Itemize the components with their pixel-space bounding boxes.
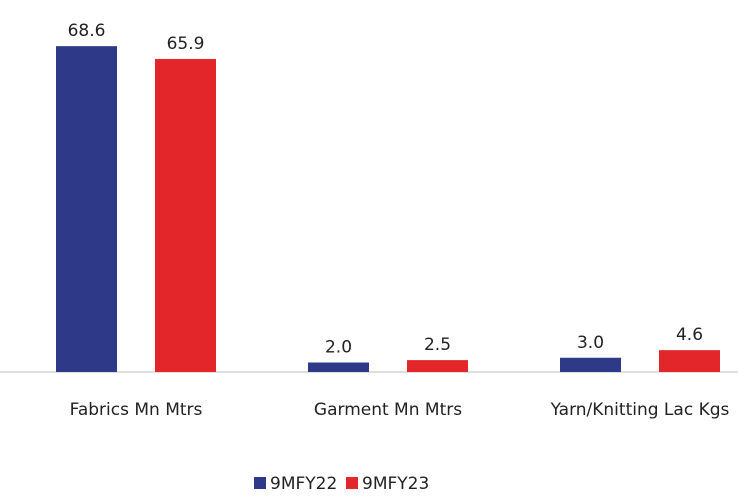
bar — [407, 360, 468, 372]
x-tick-label: Fabrics Mn Mtrs — [70, 400, 203, 420]
x-tick-label: Garment Mn Mtrs — [314, 400, 462, 420]
data-label: 65.9 — [167, 34, 205, 54]
data-label: 3.0 — [577, 333, 604, 353]
bar — [308, 362, 369, 372]
bar — [155, 58, 216, 372]
data-label: 2.0 — [325, 338, 352, 358]
legend-label: 9MFY23 — [362, 474, 429, 494]
bar — [56, 46, 117, 373]
legend-label: 9MFY22 — [270, 474, 337, 494]
x-tick-label: Yarn/Knitting Lac Kgs — [550, 400, 730, 420]
legend-swatch — [346, 477, 358, 489]
legend-swatch — [254, 477, 266, 489]
bar — [659, 350, 720, 372]
data-label: 2.5 — [424, 335, 451, 355]
bar — [560, 357, 621, 372]
data-label: 68.6 — [68, 21, 106, 41]
data-label: 4.6 — [676, 325, 703, 345]
